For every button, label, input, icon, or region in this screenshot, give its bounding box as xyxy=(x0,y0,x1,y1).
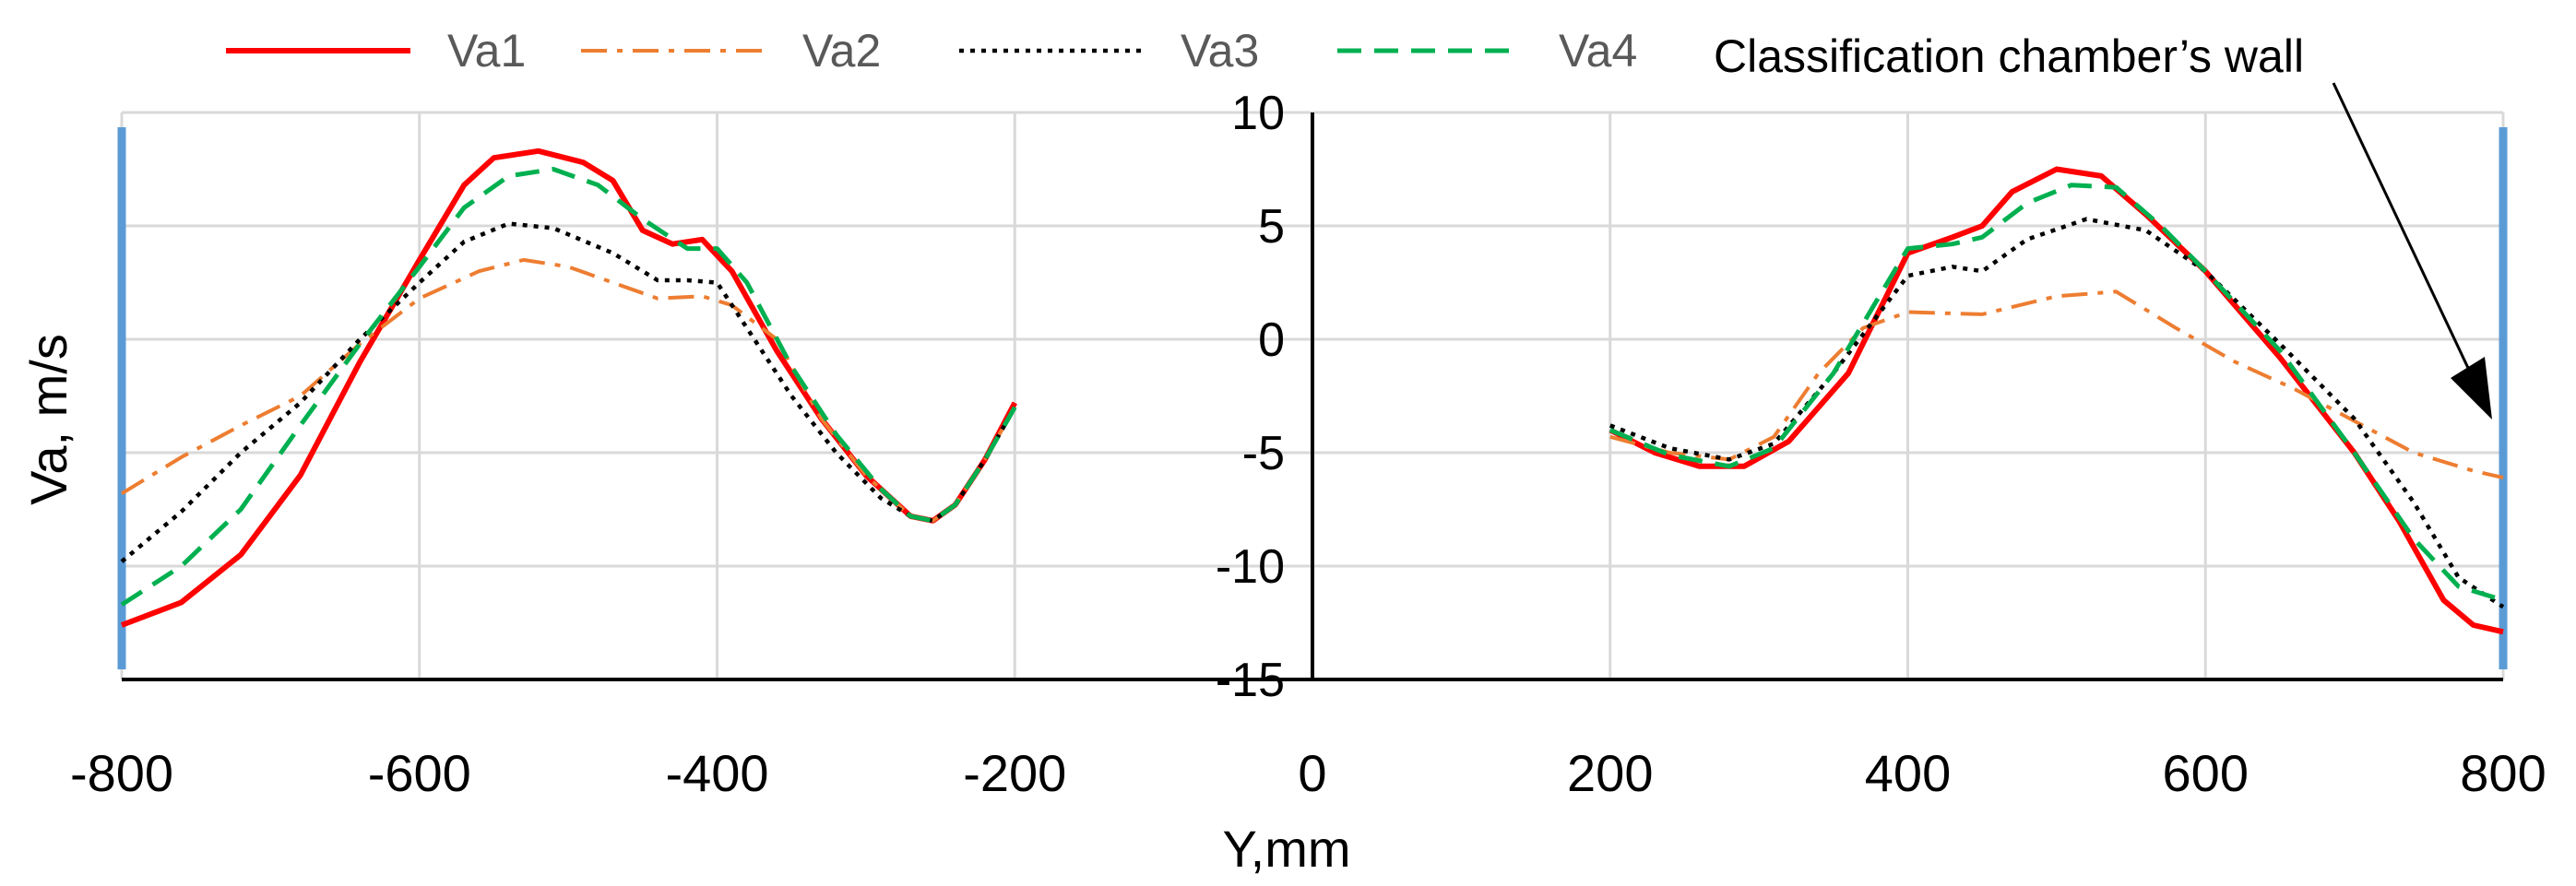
legend: Va1 Va2 Va3 Va4 xyxy=(226,25,1637,77)
legend-label-va3: Va3 xyxy=(1181,25,1259,77)
legend-label-va4: Va4 xyxy=(1559,25,1637,77)
x-tick-label: -200 xyxy=(963,744,1066,802)
x-tick-label: 200 xyxy=(1567,744,1653,802)
x-axis-label: Y,mm xyxy=(1223,820,1351,878)
legend-label-va2: Va2 xyxy=(802,25,881,77)
x-tick-label: -400 xyxy=(665,744,768,802)
annotation-arrow xyxy=(2332,82,2492,419)
series-line-va4 xyxy=(1609,183,2504,603)
series-line-va3 xyxy=(1609,217,2505,609)
wall-annotation: Classification chamber’s wall xyxy=(1714,30,2304,82)
series-line-va2 xyxy=(1609,289,2504,480)
series-line-va3 xyxy=(120,221,1017,563)
chamber-walls xyxy=(117,127,2508,669)
x-tick-label: 400 xyxy=(1865,744,1951,802)
series-lines xyxy=(120,148,2505,635)
y-tick-label: -15 xyxy=(1216,654,1285,707)
arrow-head xyxy=(2451,357,2492,419)
x-tick-label: 800 xyxy=(2460,744,2546,802)
arrow-shaft xyxy=(2332,82,2485,400)
series-line-va1 xyxy=(120,148,1017,628)
y-tick-label: -10 xyxy=(1216,540,1285,594)
y-tick-label: -5 xyxy=(1242,427,1285,480)
axes xyxy=(122,112,2503,681)
series-line-va4 xyxy=(120,167,1017,607)
y-tick-label: 5 xyxy=(1258,200,1285,254)
x-tick-label: 600 xyxy=(2163,744,2249,802)
legend-label-va1: Va1 xyxy=(447,25,526,77)
y-tick-label: 0 xyxy=(1258,313,1285,367)
tick-labels: -800 -600 -400 -200 0 200 400 600 800 10 5 0 -5 -10 -1… xyxy=(70,87,2546,802)
x-tick-label: -800 xyxy=(70,744,173,802)
y-tick-label: 10 xyxy=(1231,87,1285,140)
x-tick-label: 0 xyxy=(1298,744,1326,802)
y-axis-label: Va, m/s xyxy=(19,334,77,505)
x-tick-label: -600 xyxy=(368,744,471,802)
series-line-va1 xyxy=(1609,166,2504,635)
series-line-va2 xyxy=(120,257,1017,523)
